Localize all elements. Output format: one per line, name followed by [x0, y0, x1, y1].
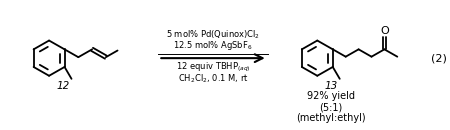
Text: 5 mol% Pd(Quinox)Cl$_2$: 5 mol% Pd(Quinox)Cl$_2$ — [166, 28, 260, 41]
Text: (5:1): (5:1) — [320, 102, 343, 112]
Text: 12: 12 — [56, 81, 70, 91]
Text: (methyl:ethyl): (methyl:ethyl) — [297, 113, 366, 123]
Text: 13: 13 — [324, 81, 338, 91]
Text: 92% yield: 92% yield — [307, 91, 355, 101]
Text: 12 equiv TBHP$_{(aq)}$: 12 equiv TBHP$_{(aq)}$ — [176, 61, 250, 74]
Text: CH$_2$Cl$_2$, 0.1 M, rt: CH$_2$Cl$_2$, 0.1 M, rt — [178, 72, 248, 85]
Text: O: O — [380, 26, 389, 36]
Text: 12.5 mol% AgSbF$_6$: 12.5 mol% AgSbF$_6$ — [173, 39, 253, 52]
Text: (2): (2) — [431, 53, 446, 63]
